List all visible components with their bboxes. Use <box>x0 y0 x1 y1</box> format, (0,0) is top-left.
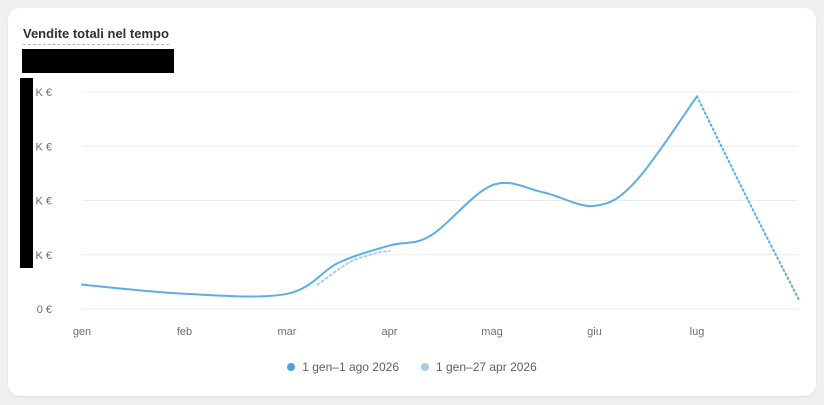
x-tick-label: feb <box>177 326 192 338</box>
series-line-current <box>81 95 698 298</box>
redacted-total-value <box>22 49 174 73</box>
x-tick-label: mag <box>481 326 502 338</box>
y-tick-label: K € <box>35 141 52 153</box>
legend-label-current: 1 gen–1 ago 2026 <box>302 360 399 374</box>
x-tick-label: gen <box>73 326 91 338</box>
x-tick-label: mar <box>278 326 297 338</box>
chart-title[interactable]: Vendite totali nel tempo <box>23 26 169 45</box>
legend-item-comparison-period[interactable]: 1 gen–27 apr 2026 <box>421 360 537 374</box>
series-line-comparison <box>316 249 391 286</box>
x-tick-label: lug <box>690 326 705 338</box>
x-tick-label: giu <box>587 326 602 338</box>
y-tick-label: 0 € <box>37 304 52 316</box>
legend-swatch-current <box>287 363 296 371</box>
chart-legend: 1 gen–1 ago 2026 1 gen–27 apr 2026 <box>8 360 816 374</box>
legend-item-current-period[interactable]: 1 gen–1 ago 2026 <box>287 360 399 374</box>
y-tick-label: K € <box>35 196 52 208</box>
series-line-current-projection <box>696 95 801 302</box>
y-tick-label: K € <box>35 250 52 262</box>
legend-swatch-comparison <box>421 363 429 371</box>
y-tick-label: K € <box>35 87 52 99</box>
x-tick-label: apr <box>382 326 398 338</box>
legend-label-comparison: 1 gen–27 apr 2026 <box>436 360 537 374</box>
chart-card: Vendite totali nel tempo 0 € K € K € K € K €… <box>8 8 816 396</box>
redacted-y-axis-values <box>20 78 33 268</box>
sales-line-chart: 0 € K € K € K € K € gen feb mar apr mag giu lug <box>35 87 801 338</box>
